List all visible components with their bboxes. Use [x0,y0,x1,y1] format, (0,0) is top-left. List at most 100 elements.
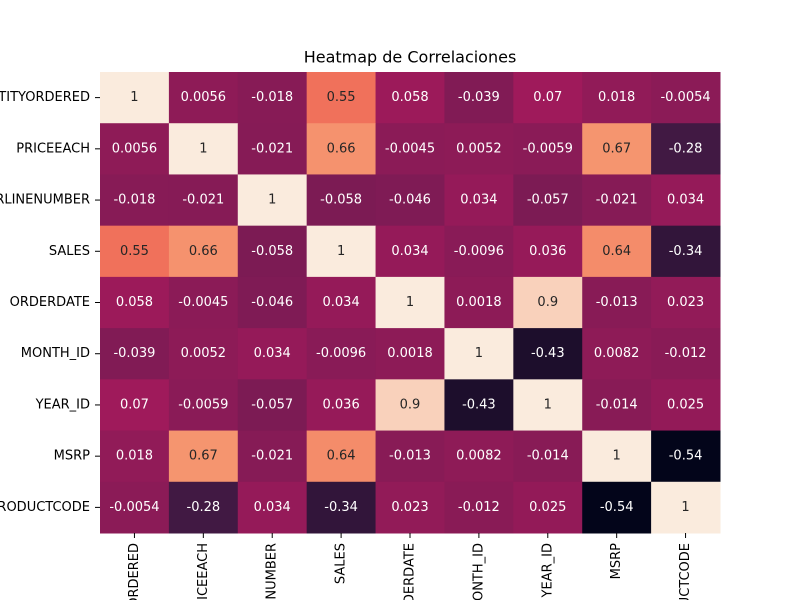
heatmap-cell [651,430,721,483]
cell-label: 0.018 [598,90,635,105]
cell-label: -0.021 [251,141,293,156]
heatmap-cell [306,276,377,329]
heatmap-cell [375,276,445,329]
heatmap-cell [237,481,308,534]
heatmap-cell [513,72,583,124]
cell-label: 1 [337,244,345,259]
x-tick-label: ORDERLINENUMBER [265,543,280,600]
heatmap-cell [168,174,239,227]
y-tick-label: YEAR_ID [35,397,90,412]
heatmap-cell [237,328,308,380]
heatmap-cell [651,72,721,124]
heatmap-cell [582,72,652,124]
cell-label: -0.34 [324,500,358,515]
heatmap-cell [100,72,170,124]
y-tick-label: PRICEEACH [16,141,90,156]
cell-label: -0.013 [389,449,431,464]
heatmap-cell [237,225,308,278]
heatmap-cell [444,430,514,483]
cell-label: 0.034 [254,346,291,361]
heatmap-cell [237,276,308,329]
cell-label: -0.0054 [109,500,159,515]
heatmap-cell [237,379,308,432]
heatmap-cell [444,379,514,432]
heatmap-cell [168,379,239,432]
cell-label: 0.66 [189,244,218,259]
heatmap-cell [444,174,514,227]
cell-label: 1 [268,193,276,208]
cell-label: -0.54 [669,449,703,464]
cell-label: 0.0056 [112,141,158,156]
cell-label: 0.0052 [456,141,502,156]
heatmap-cell [306,174,377,227]
heatmap-cell [306,481,377,534]
heatmap-cell [168,328,239,380]
heatmap-cell [168,430,239,483]
heatmap-cell [513,174,583,227]
cell-label: 0.025 [667,397,704,412]
cell-label: 0.9 [400,397,421,412]
cell-label: 0.018 [116,449,153,464]
heatmap-cell [444,123,514,175]
cell-label: 1 [199,141,207,156]
cell-label: 0.07 [533,90,562,105]
heatmap-cell [651,225,721,278]
heatmap-cell [100,225,170,278]
heatmap-cell [306,225,377,278]
heatmap-cell [513,379,583,432]
cell-label: -0.28 [187,500,221,515]
cell-label: 0.55 [120,244,149,259]
cell-label: 0.0018 [456,295,502,310]
cell-label: -0.0096 [316,346,366,361]
cell-label: 0.058 [116,295,153,310]
heatmap-cell [100,328,170,380]
cell-label: -0.014 [527,449,569,464]
cell-label: 0.07 [120,397,149,412]
cell-label: 0.034 [667,193,704,208]
cell-label: -0.021 [251,449,293,464]
heatmap-cell [651,328,721,380]
heatmap-cell [306,72,377,124]
heatmap-cell [582,225,652,278]
cell-label: -0.28 [669,141,703,156]
y-tick-label: MSRP [54,449,91,464]
cell-label: -0.43 [531,346,565,361]
cell-label: 0.0082 [594,346,640,361]
cell-label: 0.9 [537,295,558,310]
heatmap-cell [444,276,514,329]
heatmap-cell [444,328,514,380]
cell-label: -0.058 [251,244,293,259]
heatmap-cell [100,174,170,227]
heatmap-cell [237,174,308,227]
heatmap-cell [582,276,652,329]
cell-label: 0.034 [323,295,360,310]
cell-label: 0.0018 [387,346,433,361]
heatmap-cell [375,379,445,432]
cell-label: 0.036 [323,397,360,412]
heatmap-cell [582,174,652,227]
chart-title: Heatmap de Correlaciones [304,48,517,67]
cell-label: 0.034 [391,244,428,259]
cell-label: 0.023 [667,295,704,310]
y-tick-label: SALES [49,244,90,259]
cell-label: 1 [406,295,414,310]
heatmap-cell [582,430,652,483]
heatmap-cell [444,72,514,124]
heatmap-cell [100,379,170,432]
heatmap-cell [582,328,652,380]
cell-label: -0.018 [113,193,155,208]
cell-label: -0.014 [596,397,638,412]
y-tick-label: ORDERDATE [10,295,90,310]
heatmap-cell [651,123,721,175]
cell-label: 1 [130,90,138,105]
cell-label: 1 [544,397,552,412]
heatmap-cell [100,481,170,534]
heatmap-cell [513,225,583,278]
heatmap-cell [651,174,721,227]
heatmap-cell [237,430,308,483]
heatmap-cell [306,328,377,380]
cell-label: 0.64 [327,449,356,464]
cell-label: -0.039 [113,346,155,361]
